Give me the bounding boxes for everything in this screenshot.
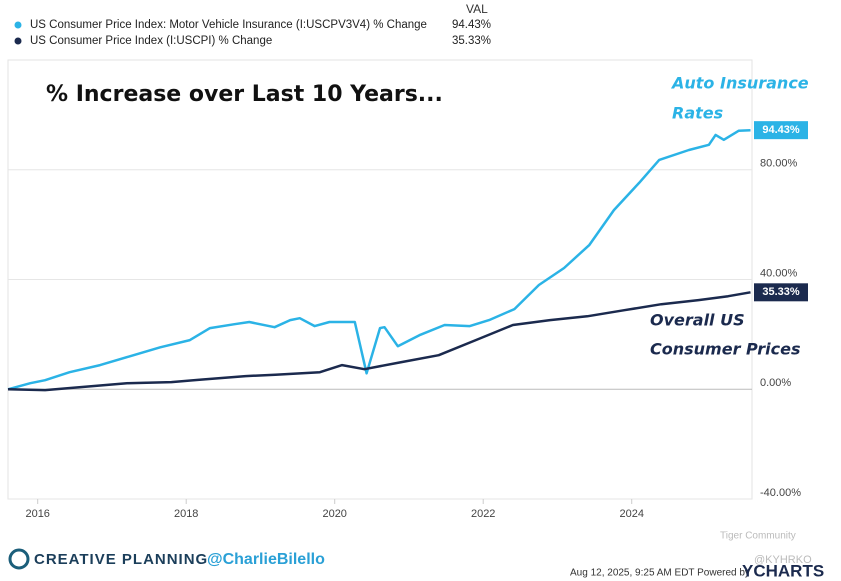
legend-value: 94.43% bbox=[452, 19, 491, 31]
series-line bbox=[7, 291, 751, 392]
watermark: Tiger Community bbox=[720, 531, 796, 542]
annotation: Rates bbox=[672, 104, 723, 123]
x-tick-label: 2020 bbox=[322, 508, 346, 520]
legend-value: 35.33% bbox=[452, 35, 491, 47]
y-tick-label: -40.00% bbox=[760, 487, 801, 499]
value-label: 94.43% bbox=[762, 124, 800, 136]
x-tick-label: 2018 bbox=[174, 508, 198, 520]
x-tick-label: 2016 bbox=[25, 508, 49, 520]
value-badge bbox=[754, 121, 808, 140]
series-line bbox=[7, 128, 751, 391]
handle: @CharlieBilello bbox=[207, 551, 325, 568]
y-tick-label: 80.00% bbox=[760, 158, 798, 170]
y-tick-label: 0.00% bbox=[760, 377, 791, 389]
value-badge bbox=[754, 283, 808, 302]
legend-header: VAL bbox=[466, 2, 488, 16]
annotation: Consumer Prices bbox=[650, 340, 801, 359]
legend-marker bbox=[14, 21, 22, 29]
brand: CREATIVE PLANNING bbox=[34, 551, 208, 568]
brand-logo bbox=[8, 548, 30, 570]
ycharts-logo: YCHARTS bbox=[742, 561, 824, 580]
timestamp: Aug 12, 2025, 9:25 AM EDT Powered by bbox=[570, 568, 750, 579]
legend-marker bbox=[14, 37, 22, 45]
value-label: 35.33% bbox=[762, 286, 800, 298]
legend-label: US Consumer Price Index (I:USCPI) % Chan… bbox=[30, 35, 272, 47]
y-tick-label: 40.00% bbox=[760, 267, 798, 279]
chart-title: % Increase over Last 10 Years... bbox=[46, 82, 443, 107]
watermark-user: @KYHRKO bbox=[754, 554, 812, 566]
annotation: Overall US bbox=[650, 311, 745, 330]
legend-label: US Consumer Price Index: Motor Vehicle I… bbox=[30, 19, 427, 31]
annotation: Auto Insurance bbox=[670, 74, 809, 93]
x-tick-label: 2022 bbox=[471, 508, 495, 520]
x-tick-label: 2024 bbox=[619, 508, 643, 520]
